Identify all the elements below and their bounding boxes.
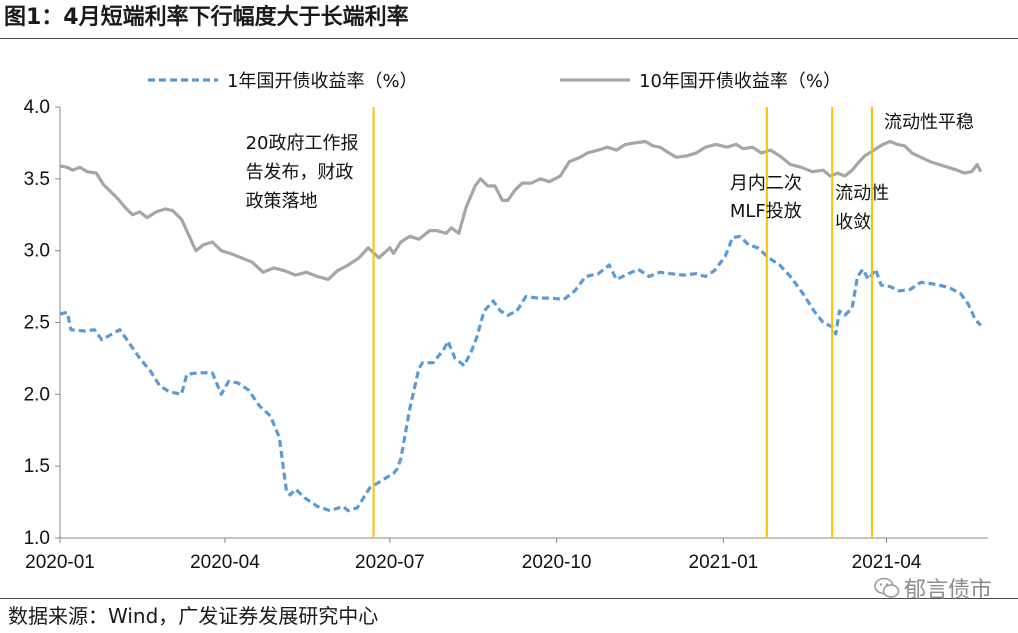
line-chart: 1年国开债收益率（%） 10年国开债收益率（%） 1.0 1.5 2.0 2.5 3.0…: [24, 71, 988, 573]
y-tick-label: 4.0: [24, 97, 50, 118]
event-annotation: 流动性平稳: [884, 112, 974, 133]
event-annotation: 月内二次: [730, 173, 802, 194]
x-tick-label: 2020-10: [522, 552, 592, 573]
event-annotation: MLF投放: [730, 201, 802, 222]
x-tick-label: 2020-01: [25, 552, 95, 573]
x-tick-label: 2020-07: [355, 552, 425, 573]
y-tick-label: 1.0: [24, 528, 50, 549]
x-tick-label: 2021-01: [689, 552, 759, 573]
x-tick-label: 2021-04: [852, 552, 922, 573]
event-annotation: 流动性: [835, 183, 889, 204]
watermark-text: 郁言债市: [903, 578, 992, 603]
chart-title: 图1：4月短端利率下行幅度大于长端利率: [4, 5, 409, 30]
x-tick-label: 2020-04: [190, 552, 260, 573]
series-line-1y: [59, 234, 982, 513]
title-divider: [0, 38, 1018, 39]
legend: 1年国开债收益率（%） 10年国开债收益率（%）: [148, 71, 841, 92]
y-tick-label: 3.0: [24, 241, 50, 262]
data-source: 数据来源：Wind，广发证券发展研究中心: [8, 604, 379, 628]
y-tick-label: 1.5: [24, 456, 50, 477]
series-line-10y: [59, 139, 983, 281]
footer-divider: [0, 598, 1018, 599]
y-tick-label: 3.5: [24, 169, 50, 190]
event-annotation: 政策落地: [246, 191, 318, 212]
plot-area: 1.0 1.5 2.0 2.5 3.0 3.5 4.0 2020-01 2020-04 2020-…: [24, 97, 988, 573]
event-annotation: 收敛: [835, 212, 871, 233]
legend-label-short: 1年国开债收益率（%）: [227, 71, 418, 92]
wechat-icon: [874, 577, 900, 598]
legend-label-long: 10年国开债收益率（%）: [639, 71, 841, 92]
y-tick-label: 2.5: [24, 313, 50, 334]
watermark: 郁言债市: [874, 572, 992, 604]
event-annotation: 20政府工作报: [246, 133, 359, 154]
y-tick-label: 2.0: [24, 384, 50, 405]
event-annotation: 告发布，财政: [246, 162, 354, 183]
